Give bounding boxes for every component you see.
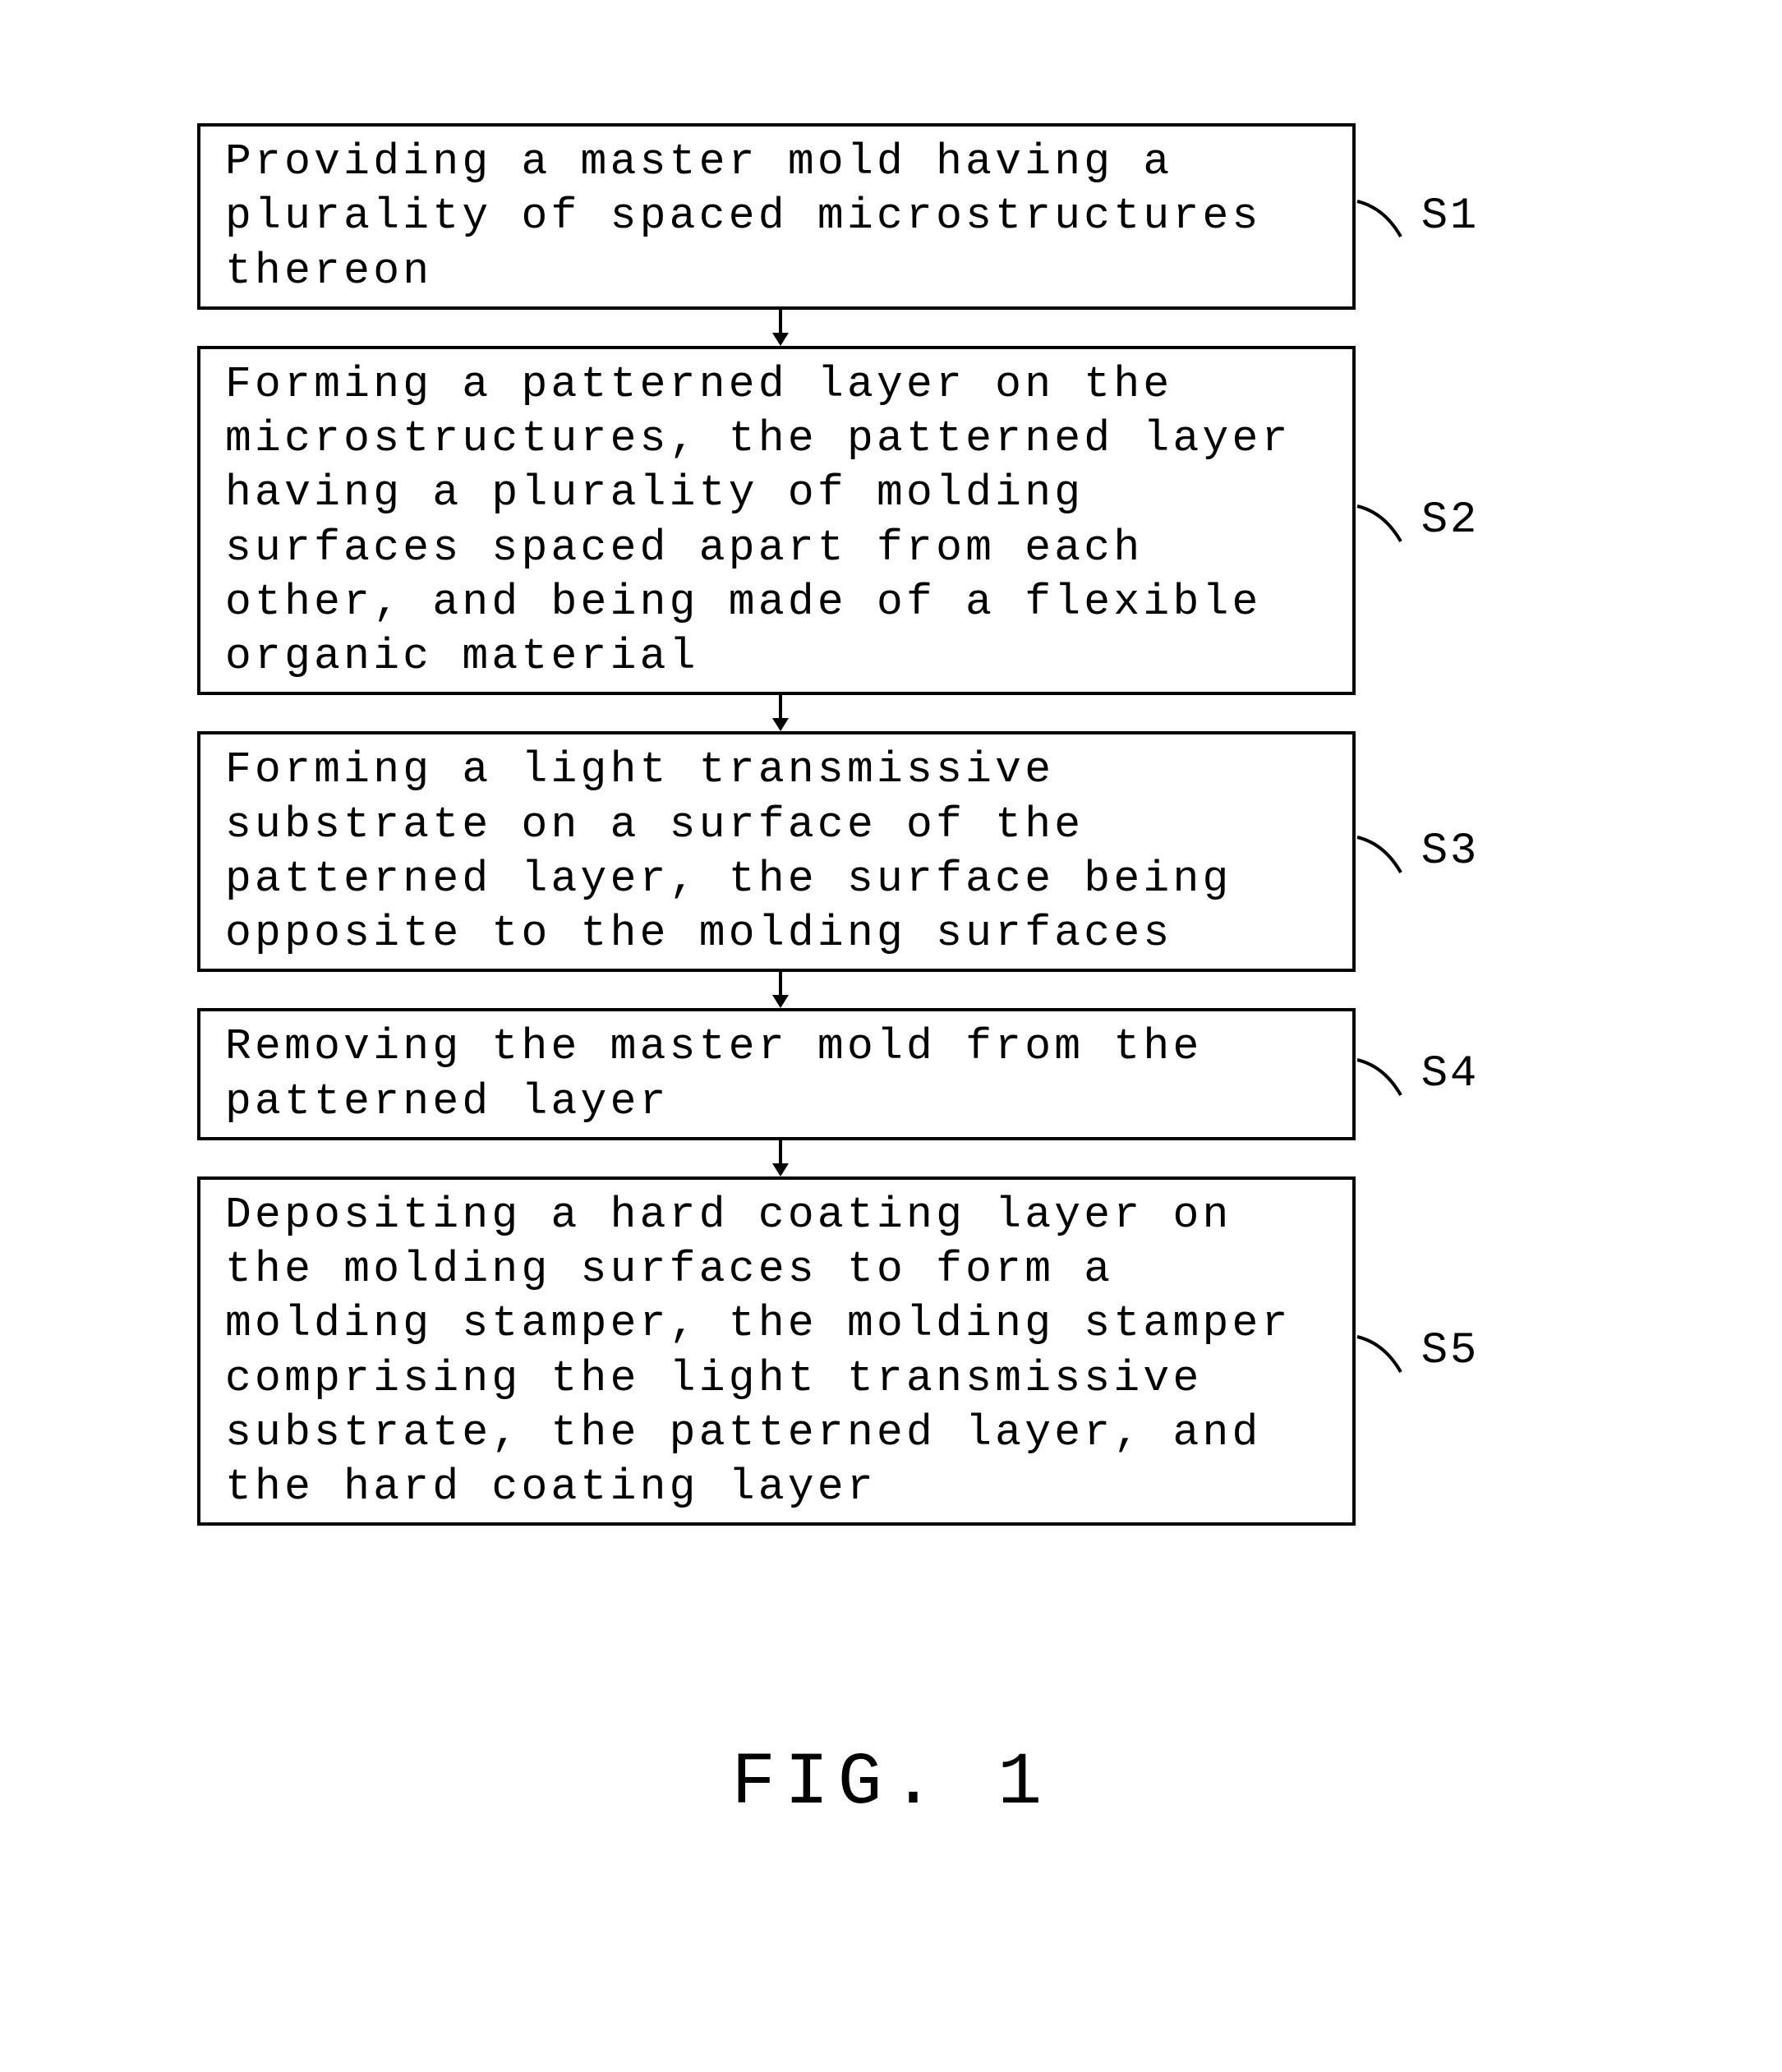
arrow-down-icon: [197, 310, 1364, 346]
callout-swoosh-icon: [1356, 496, 1413, 546]
step-label-s3: S3: [1421, 826, 1479, 877]
step-box-s1: Providing a master mold having a plurali…: [197, 123, 1356, 310]
step-row: Forming a light transmissive substrate o…: [197, 731, 1479, 972]
arrow-down-icon: [197, 695, 1364, 731]
step-row: Providing a master mold having a plurali…: [197, 123, 1479, 310]
step-label-s4: S4: [1421, 1049, 1479, 1099]
step-row: Removing the master mold from the patter…: [197, 1008, 1479, 1140]
step-row: Depositing a hard coating layer on the m…: [197, 1176, 1479, 1526]
flowchart-container: Providing a master mold having a plurali…: [197, 123, 1479, 1526]
callout-swoosh-icon: [1356, 191, 1413, 241]
step-box-s5: Depositing a hard coating layer on the m…: [197, 1176, 1356, 1526]
figure-caption: FIG. 1: [0, 1742, 1782, 1826]
callout-swoosh-icon: [1356, 827, 1413, 877]
callout-swoosh-icon: [1356, 1050, 1413, 1099]
arrow-down-icon: [197, 972, 1364, 1008]
arrow-down-icon: [197, 1140, 1364, 1176]
callout-swoosh-icon: [1356, 1327, 1413, 1376]
step-label-s5: S5: [1421, 1326, 1479, 1376]
step-row: Forming a patterned layer on the microst…: [197, 346, 1479, 696]
step-label-s2: S2: [1421, 495, 1479, 546]
step-box-s2: Forming a patterned layer on the microst…: [197, 346, 1356, 696]
step-label-s1: S1: [1421, 191, 1479, 242]
step-box-s3: Forming a light transmissive substrate o…: [197, 731, 1356, 972]
step-box-s4: Removing the master mold from the patter…: [197, 1008, 1356, 1140]
